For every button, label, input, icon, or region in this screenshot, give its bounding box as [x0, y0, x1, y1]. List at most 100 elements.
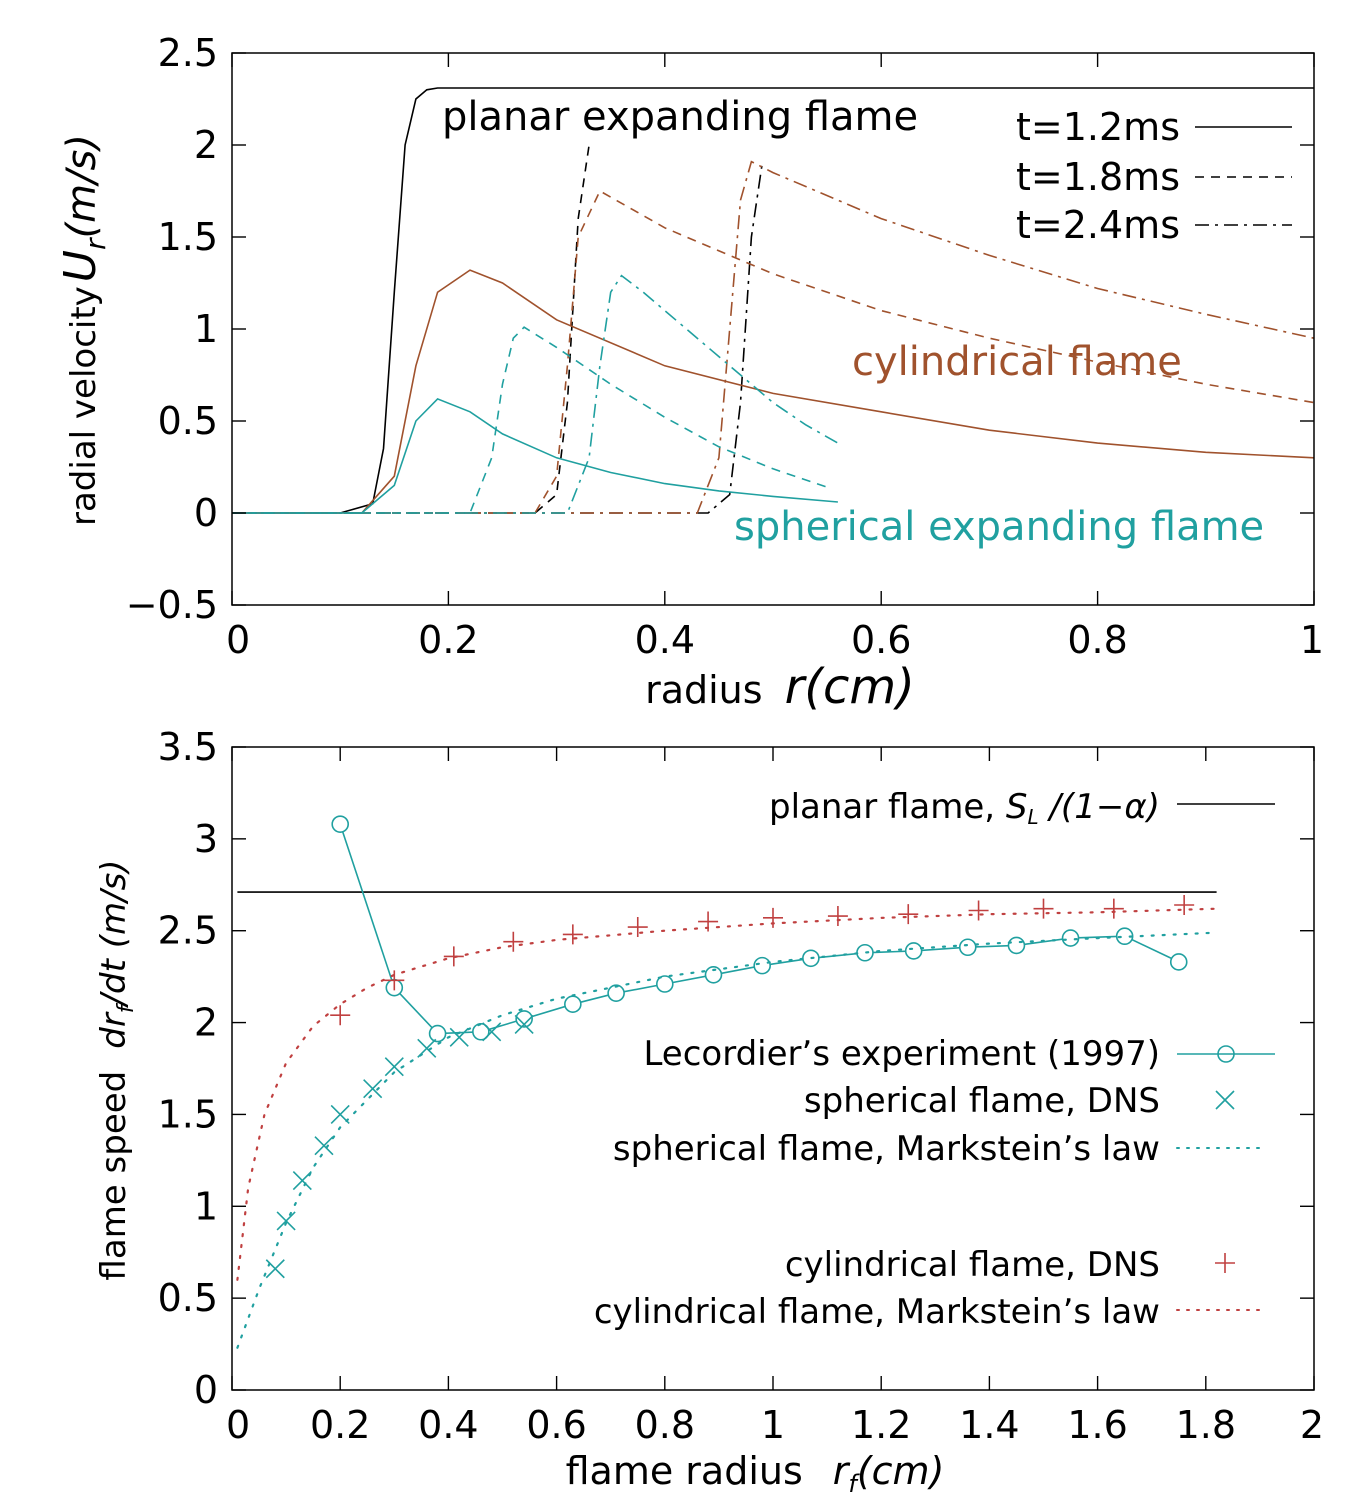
velocity-ytick-label: 1.5: [158, 215, 218, 259]
flame-speed-series-cylindrical-dns-point: [968, 900, 989, 921]
velocity-series-cylindrical-24: [232, 160, 1315, 514]
velocity-axis-ticks: −0.500.511.522.50 0.2 0.4 0.6 0.8 1: [126, 31, 1324, 662]
flame-speed-series-lecordier-point: [564, 995, 582, 1014]
flame-speed-series-cylindrical-markstein: [236, 907, 1218, 1281]
legend-swatch-cylindrical-dns: [1215, 1253, 1235, 1273]
flame-speed-ytick-label: 3: [194, 817, 218, 861]
legend-item-planar-flame: planar flame, SL /(1−α): [769, 787, 1160, 829]
flame-speed-series-lecordier: [339, 823, 1180, 1035]
flame-speed-series-spherical-dns-point: [292, 1171, 312, 1191]
flame-speed-ytick-label: 3.5: [158, 725, 218, 769]
annotation-planar: planar expanding flame: [442, 94, 918, 140]
velocity-xtick-label: 0.8: [1067, 618, 1127, 662]
flame-speed-series-cylindrical-dns-point: [562, 924, 583, 945]
flame-speed-series-cylindrical-dns-point: [384, 970, 405, 991]
flame-speed-series-spherical-dns-point: [482, 1022, 502, 1042]
velocity-series-group: [232, 87, 1315, 514]
velocity-legend: t=1.2ms t=1.8ms t=2.4ms: [1016, 105, 1292, 247]
velocity-series-cylindrical-12: [232, 269, 1315, 514]
velocity-series-planar-12: [232, 87, 1314, 514]
flame-speed-xtick-label: 0.8: [635, 1403, 695, 1447]
annotation-spherical: spherical expanding flame: [734, 504, 1264, 550]
flame-speed-series-cylindrical-dns-point: [627, 917, 648, 938]
flame-speed-xtick-label: 1.6: [1067, 1403, 1127, 1447]
flame-speed-series-spherical-dns-point: [449, 1027, 469, 1047]
flame-speed-series-lecordier-point: [958, 938, 977, 957]
flame-speed-series-lecordier-point: [655, 975, 674, 993]
flame-speed-series-lecordier-point: [856, 943, 874, 962]
flame-speed-series-cylindrical-dns-point: [763, 907, 783, 928]
flame-speed-xtick-label: 0.6: [526, 1403, 586, 1447]
velocity-ytick-label: 1: [194, 307, 218, 351]
legend-planar-formula: /(1−α): [1039, 787, 1160, 827]
flame-speed-series-cylindrical-dns-point: [1033, 898, 1054, 919]
velocity-series-spherical-12: [232, 397, 838, 514]
legend-item-spherical-dns: spherical flame, DNS: [804, 1081, 1160, 1121]
velocity-ytick-label: 0.5: [158, 399, 218, 443]
velocity-ytick-label: 0: [194, 491, 218, 535]
flame-speed-ylabel: flame speed drf/dt (m/s): [94, 859, 139, 1280]
flame-speed-series-lecordier-point: [331, 815, 350, 833]
velocity-ylabel-symbol: U: [55, 250, 106, 282]
velocity-xtick-label: 0.6: [851, 618, 911, 662]
flame-speed-xlabel-symbol: r: [833, 1449, 851, 1493]
flame-speed-ytick-label: 1: [194, 1184, 218, 1228]
flame-speed-xtick-label: 1.2: [851, 1403, 911, 1447]
flame-speed-series-cylindrical-dns-point: [1103, 898, 1124, 919]
flame-speed-series-lecordier-point: [607, 984, 625, 1002]
flame-speed-ytick-label: 0: [194, 1368, 218, 1412]
flame-speed-ytick-label: 2: [194, 1001, 218, 1045]
flame-speed-series-lecordier-point: [428, 1024, 447, 1043]
velocity-chart: −0.500.511.522.50 0.2 0.4 0.6 0.8 1 radial ve…: [55, 31, 1324, 715]
flame-speed-series-cylindrical-dns-point: [443, 946, 464, 967]
flame-speed-xlabel: flame radius rf(cm): [566, 1449, 945, 1494]
flame-speed-series-cylindrical-dns-point: [330, 1005, 351, 1026]
flame-speed-series-spherical-dns-point: [363, 1079, 383, 1099]
velocity-series-cylindrical-18: [232, 189, 1315, 514]
velocity-ylabel-unit: (m/s): [59, 134, 105, 239]
flame-speed-series-lecordier-point: [704, 966, 723, 984]
flame-speed-series-spherical-dns-point: [514, 1014, 534, 1034]
legend-swatch-lecordier-marker: [1217, 1045, 1235, 1063]
velocity-ytick-label: 2.5: [158, 31, 218, 75]
legend-planar-text: planar flame,: [769, 787, 1006, 827]
flame-speed-series-lecordier-point: [753, 956, 771, 975]
legend-item-cylindrical-dns: cylindrical flame, DNS: [785, 1245, 1160, 1285]
flame-speed-series-cylindrical-dns-point: [503, 931, 524, 952]
flame-speed-series-lecordier-point: [515, 1010, 533, 1028]
flame-speed-series-lecordier-point: [1007, 936, 1026, 955]
flame-speed-series-spherical-dns-point: [276, 1211, 296, 1231]
velocity-ytick-label: −0.5: [126, 583, 218, 627]
flame-speed-ytick-label: 1.5: [158, 1092, 218, 1136]
velocity-series-spherical-24: [232, 274, 839, 514]
flame-speed-series-lecordier-point: [1169, 953, 1188, 971]
velocity-xtick-label: 0.2: [418, 618, 478, 662]
flame-speed-ylabel-subscript: f: [114, 1002, 139, 1013]
flame-speed-xtick-label: 1.8: [1176, 1403, 1236, 1447]
flame-speed-xtick-label: 0: [226, 1403, 250, 1447]
velocity-xlabel: radius r(cm): [645, 659, 915, 715]
flame-speed-xtick-label: 0.4: [418, 1403, 478, 1447]
flame-speed-ytick-label: 2.5: [158, 909, 218, 953]
flame-speed-xtick-label: 2: [1300, 1403, 1324, 1447]
flame-speed-ylabel-text: flame speed: [94, 1071, 134, 1281]
legend-item-cylindrical-markstein: cylindrical flame, Markstein’s law: [594, 1292, 1160, 1332]
flame-speed-xlabel-text: flame radius: [566, 1449, 803, 1493]
flame-speed-ytick-label: 0.5: [158, 1276, 218, 1320]
legend-planar-symbol: S: [1006, 787, 1028, 827]
flame-speed-chart: 0 0.5 1 1.5 2 2.5 3 3.5 0 0.2 0.4 0.6 0.8 1 1.2 1.4 1.6 1…: [94, 725, 1324, 1494]
velocity-series-spherical-18: [232, 326, 828, 514]
flame-speed-xtick-label: 1: [761, 1403, 785, 1447]
flame-speed-series-cylindrical-dns-point: [898, 904, 919, 925]
flame-speed-xtick-label: 1.4: [959, 1403, 1019, 1447]
flame-speed-series-spherical-dns-point: [384, 1057, 404, 1077]
flame-speed-series-cylindrical-dns-point: [1174, 894, 1195, 915]
legend-item-lecordier: Lecordier’s experiment (1997): [643, 1034, 1160, 1074]
flame-speed-series-cylindrical-dns-point: [827, 906, 848, 927]
velocity-ylabel-subscript: r: [79, 237, 112, 250]
flame-speed-axis-ticks: 0 0.5 1 1.5 2 2.5 3 3.5 0 0.2 0.4 0.6 0.8 1 1.2 1.4 1.6 1…: [158, 725, 1324, 1447]
velocity-xtick-label: 1: [1300, 618, 1324, 662]
flame-speed-ylabel-symbol: dr: [94, 1011, 134, 1049]
legend-swatch-spherical-dns: [1215, 1090, 1235, 1110]
